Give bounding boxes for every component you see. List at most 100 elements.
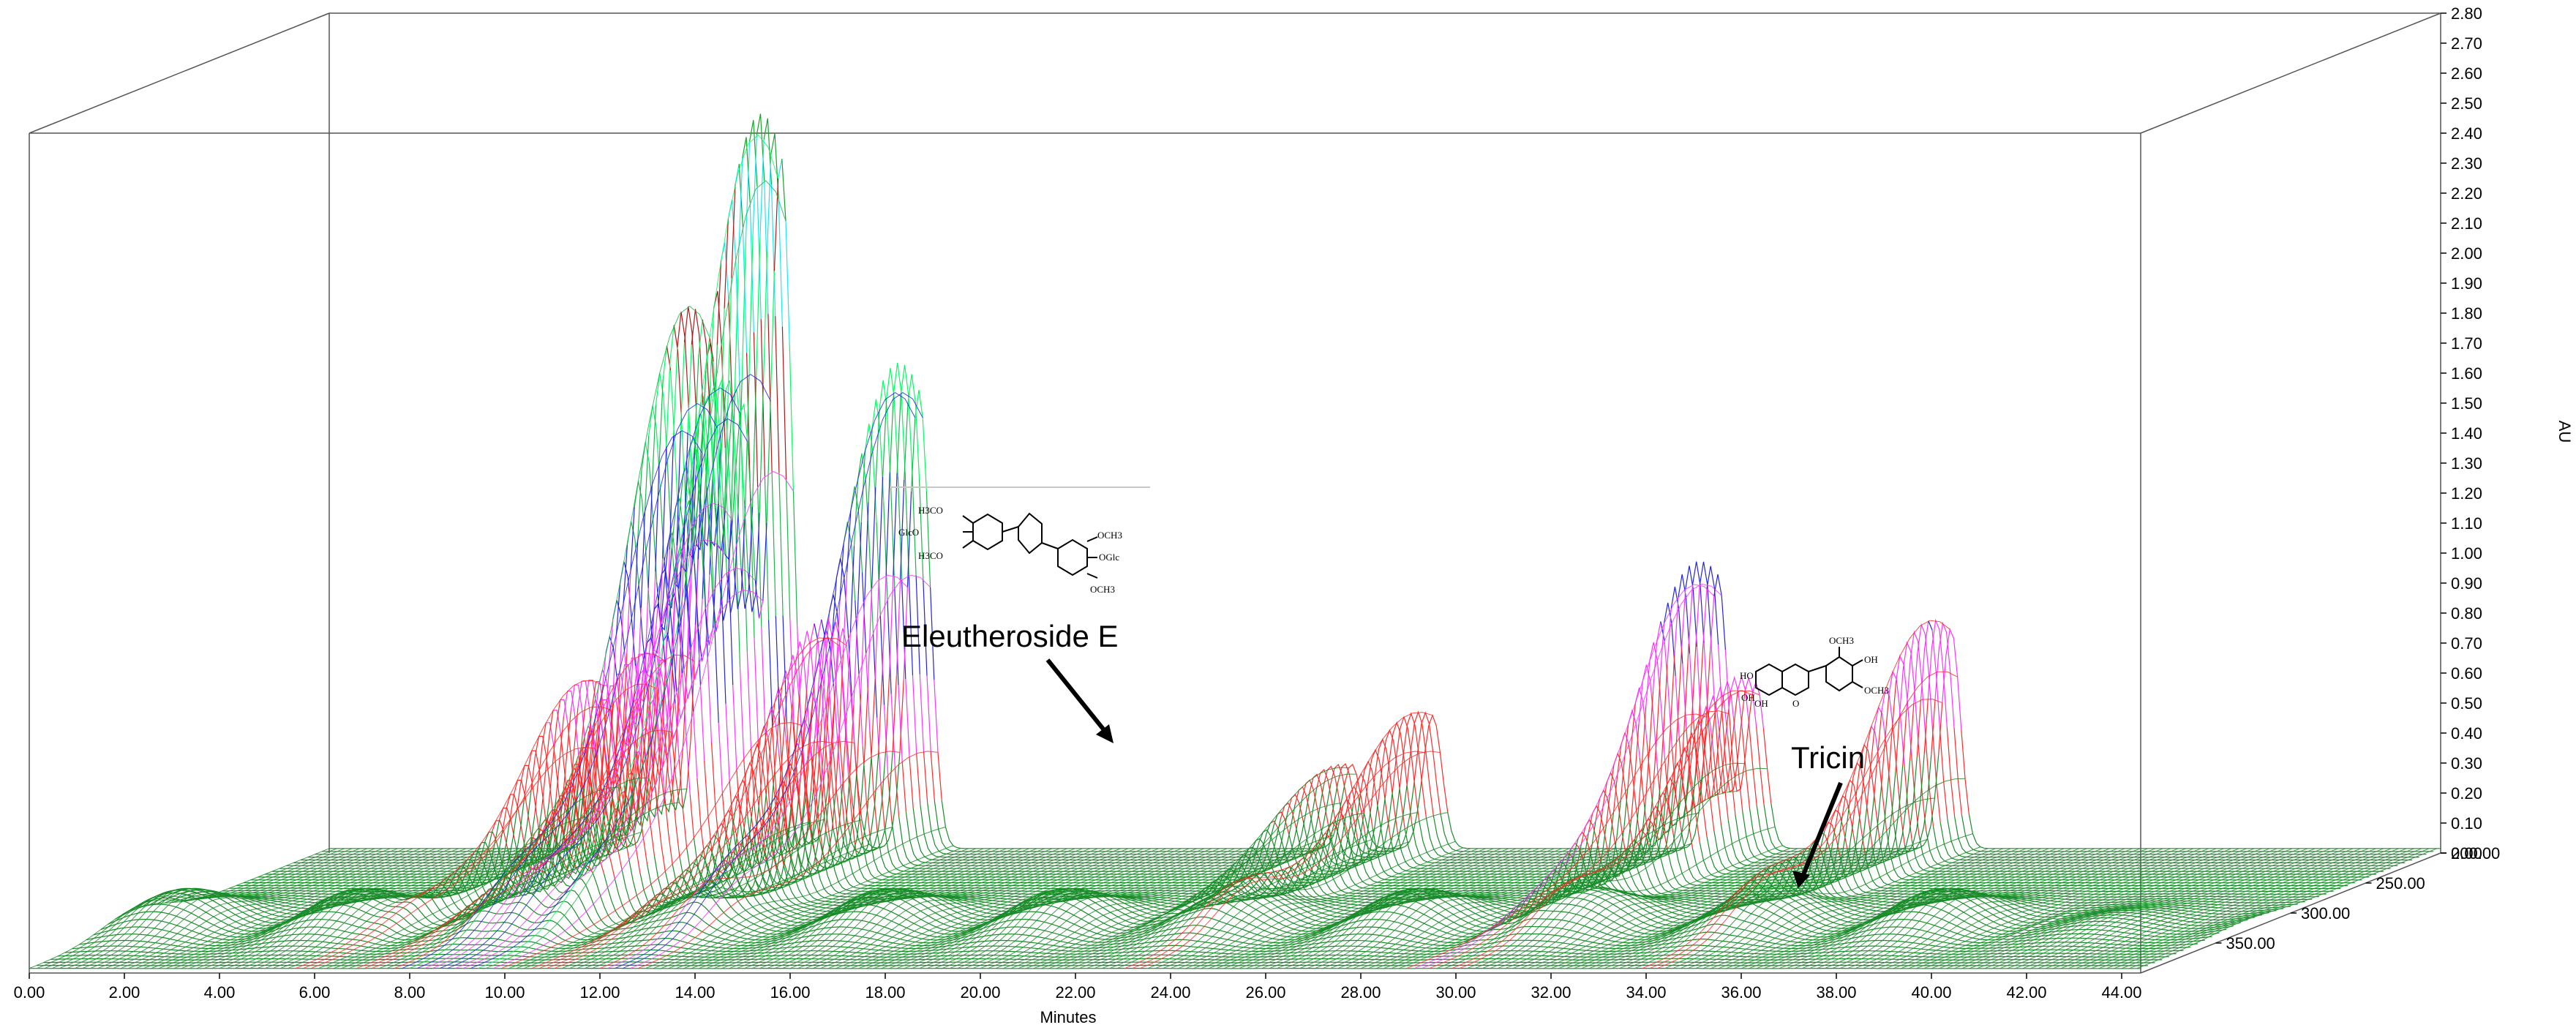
surface-line [747, 442, 756, 581]
surface-line [455, 567, 756, 969]
surface-line [857, 522, 862, 615]
surface-line [675, 848, 977, 969]
surface-line [591, 725, 600, 808]
surface-line [912, 473, 917, 576]
surface-line [842, 572, 848, 654]
surface-line [1498, 848, 1798, 969]
x-tick-label: 40.00 [1911, 983, 1951, 1002]
surface-line [1284, 848, 1585, 969]
surface-line [851, 848, 1152, 969]
surface-line [1771, 848, 2072, 969]
surface-line [988, 848, 1288, 969]
surface-line [1678, 719, 1703, 814]
y-tick-label: 0.10 [2451, 814, 2482, 833]
surface-line [710, 413, 715, 493]
surface-line [1756, 754, 1925, 855]
surface-line [678, 789, 688, 810]
surface-line [980, 848, 1281, 969]
surface-line [709, 307, 715, 386]
surface-line [793, 722, 802, 824]
surface-line [207, 834, 539, 898]
surface-line [849, 705, 855, 775]
surface-line [1947, 819, 2419, 858]
surface-line [758, 810, 778, 863]
surface-line [687, 344, 692, 432]
surface-line [671, 732, 680, 803]
surface-line [1926, 830, 2398, 866]
surface-line [797, 624, 802, 726]
x-tick-label: 26.00 [1245, 983, 1285, 1002]
surface-line [541, 710, 554, 810]
surface-line [2076, 848, 2376, 969]
surface-line [647, 485, 653, 588]
tricin-label-och3-right: OCH3 [1864, 685, 1889, 696]
surface-line [721, 848, 1022, 969]
surface-line [1934, 621, 1955, 728]
surface-line [1706, 566, 1719, 645]
surface-line [1899, 641, 1919, 745]
surface-line [846, 751, 887, 854]
surface-line [1330, 763, 1351, 816]
surface-line [1277, 848, 1577, 969]
x-axis-title: Minutes [1040, 1008, 1096, 1026]
surface-line [1931, 630, 1941, 729]
surface-line [757, 487, 762, 628]
surface-line [1674, 596, 1679, 655]
surface-line [1893, 848, 2194, 969]
surface-line [1741, 727, 1751, 809]
surface-line [1261, 848, 1562, 969]
surface-line [856, 694, 862, 768]
surface-line [1802, 848, 2103, 969]
surface-line [732, 411, 737, 546]
surface-line [754, 805, 805, 889]
surface-line [424, 539, 726, 969]
surface-line [698, 319, 703, 355]
chem-label-h3co-top: H3CO [918, 505, 943, 516]
surface-line [686, 550, 692, 657]
surface-line [645, 827, 946, 969]
surface-line [1825, 848, 2125, 969]
surface-line [661, 540, 669, 623]
surface-line [1140, 751, 1441, 969]
surface-line [835, 848, 1136, 969]
surface-line [891, 804, 1296, 869]
surface-line [648, 405, 661, 489]
surface-line [1817, 848, 2118, 969]
surface-line [1916, 699, 1922, 757]
surface-line [1855, 848, 2156, 969]
y-tick-label: 2.30 [2451, 154, 2482, 173]
surface-line [882, 397, 887, 477]
surface-line [792, 491, 798, 626]
surface-line [733, 506, 746, 609]
surface-line [919, 674, 925, 752]
surface-line [572, 737, 585, 834]
y-tick-label: 1.40 [2451, 424, 2482, 443]
y-tick-label: 1.60 [2451, 364, 2482, 383]
surface-line [835, 600, 841, 675]
surface-line [271, 815, 536, 872]
surface-line [707, 845, 712, 850]
surface-line [1904, 762, 1912, 840]
surface-line [250, 809, 518, 881]
surface-line [2091, 848, 2392, 969]
surface-line [1626, 838, 1928, 969]
surface-line [775, 848, 1075, 969]
surface-line [315, 789, 578, 855]
surface-line [896, 394, 901, 473]
surface-line [825, 746, 834, 830]
surface-line [641, 685, 650, 778]
surface-line [626, 715, 631, 783]
surface-line [1908, 848, 2209, 969]
surface-line [1711, 642, 1716, 711]
surface-line [1612, 848, 1912, 969]
surface-line [849, 546, 855, 634]
surface-line [864, 502, 869, 600]
surface-line [1378, 729, 1405, 830]
surface-line [937, 752, 942, 800]
surface-line [691, 440, 696, 551]
surface-line [1932, 825, 2406, 863]
surface-line [664, 730, 673, 804]
surface-line [732, 685, 737, 770]
surface-line [402, 430, 703, 969]
x-tick-label: 44.00 [2101, 983, 2141, 1002]
